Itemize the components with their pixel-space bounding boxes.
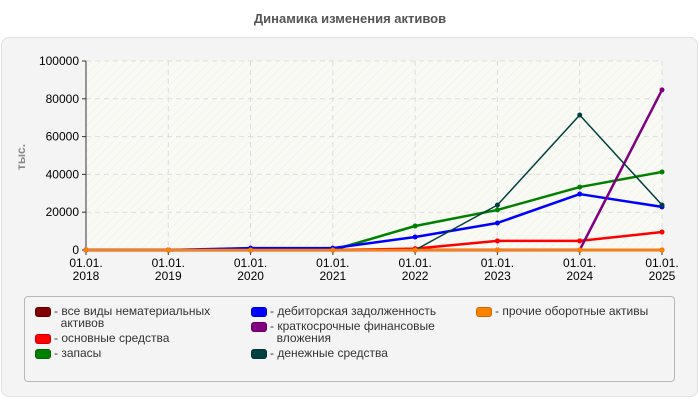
x-tick-label: 01.01. — [316, 256, 349, 270]
data-series — [83, 87, 665, 253]
x-tick-label: 2020 — [237, 269, 264, 283]
y-tick-label: 100000 — [39, 54, 79, 68]
legend-item[interactable]: - основные средства — [35, 332, 210, 344]
chart-title: Динамика изменения активов — [253, 11, 447, 26]
y-tick-label: 80000 — [46, 92, 80, 106]
legend-swatch-icon — [35, 334, 51, 344]
legend-label: - все виды нематериальных активов — [54, 304, 211, 330]
legend-label: - дебиторская задолженность — [270, 304, 437, 318]
legend-item[interactable]: - все виды нематериальных активов — [35, 305, 210, 329]
y-axis-label: тыс. — [14, 144, 28, 170]
data-point-marker — [248, 247, 254, 253]
x-tick-label: 2023 — [484, 269, 511, 283]
x-tick-label: 01.01. — [152, 256, 185, 270]
legend-column: - прочие оборотные активы — [476, 305, 648, 320]
data-point-marker — [577, 238, 583, 244]
data-point-marker — [494, 238, 500, 244]
legend-item[interactable]: - дебиторская задолженность — [251, 305, 436, 317]
x-tick-label: 2022 — [402, 269, 429, 283]
legend-item[interactable]: - прочие оборотные активы — [476, 305, 648, 317]
data-point-marker — [659, 229, 665, 235]
data-point-marker — [330, 247, 336, 253]
data-point-marker — [577, 247, 583, 253]
series-line — [83, 247, 665, 253]
x-tick-label: 01.01. — [69, 256, 102, 270]
legend-swatch-icon — [35, 307, 51, 317]
x-tick-label: 01.01. — [563, 256, 596, 270]
data-point-marker — [659, 87, 665, 93]
x-tick-label: 01.01. — [481, 256, 514, 270]
x-tick-label: 2019 — [155, 269, 182, 283]
legend-label: - денежные средства — [270, 346, 388, 360]
legend-label: - основные средства — [54, 331, 170, 345]
legend-column: - все виды нематериальных активов - основ… — [35, 305, 210, 362]
x-tick-label: 01.01. — [398, 256, 431, 270]
y-axis-ticks: 0 20000 40000 60000 80000 100000 — [39, 54, 86, 257]
x-tick-label: 01.01. — [234, 256, 267, 270]
data-point-marker — [412, 234, 418, 240]
data-point-marker — [659, 169, 665, 175]
y-tick-label: 40000 — [46, 167, 80, 181]
legend-label: - краткосрочные финансовые вложения — [270, 319, 435, 345]
data-point-marker — [577, 112, 583, 118]
legend-swatch-icon — [251, 349, 267, 359]
y-tick-label: 20000 — [46, 205, 80, 219]
legend-swatch-icon — [476, 307, 492, 317]
x-tick-label: 2018 — [73, 269, 100, 283]
x-tick-label: 2025 — [649, 269, 676, 283]
y-tick-label: 0 — [72, 243, 79, 257]
data-point-marker — [494, 202, 500, 208]
legend-label: - прочие оборотные активы — [495, 304, 649, 318]
x-tick-label: 2024 — [566, 269, 593, 283]
data-point-marker — [165, 247, 171, 253]
data-point-marker — [659, 202, 665, 208]
plot-area — [86, 61, 662, 250]
data-point-marker — [412, 223, 418, 229]
legend-item[interactable]: - краткосрочные финансовые вложения — [251, 320, 436, 344]
x-tick-label: 01.01. — [645, 256, 678, 270]
legend-item[interactable]: - денежные средства — [251, 347, 436, 359]
x-axis-ticks: 01.01.201801.01.201901.01.202001.01.2021… — [69, 250, 679, 283]
data-point-marker — [83, 247, 89, 253]
legend-column: - дебиторская задолженность - краткосрочн… — [251, 305, 436, 362]
y-tick-label: 60000 — [46, 130, 80, 144]
data-point-marker — [494, 220, 500, 226]
legend-swatch-icon — [35, 349, 51, 359]
data-point-marker — [577, 191, 583, 197]
data-point-marker — [494, 207, 500, 213]
chart-legend: - все виды нематериальных активов - основ… — [24, 296, 675, 382]
data-point-marker — [412, 247, 418, 253]
legend-swatch-icon — [251, 322, 267, 332]
gridlines — [86, 60, 663, 250]
data-point-marker — [494, 247, 500, 253]
x-tick-label: 2021 — [320, 269, 347, 283]
legend-item[interactable]: - запасы — [35, 347, 210, 359]
data-point-marker — [577, 184, 583, 190]
legend-swatch-icon — [251, 307, 267, 317]
legend-label: - запасы — [54, 346, 102, 360]
data-point-marker — [659, 247, 665, 253]
